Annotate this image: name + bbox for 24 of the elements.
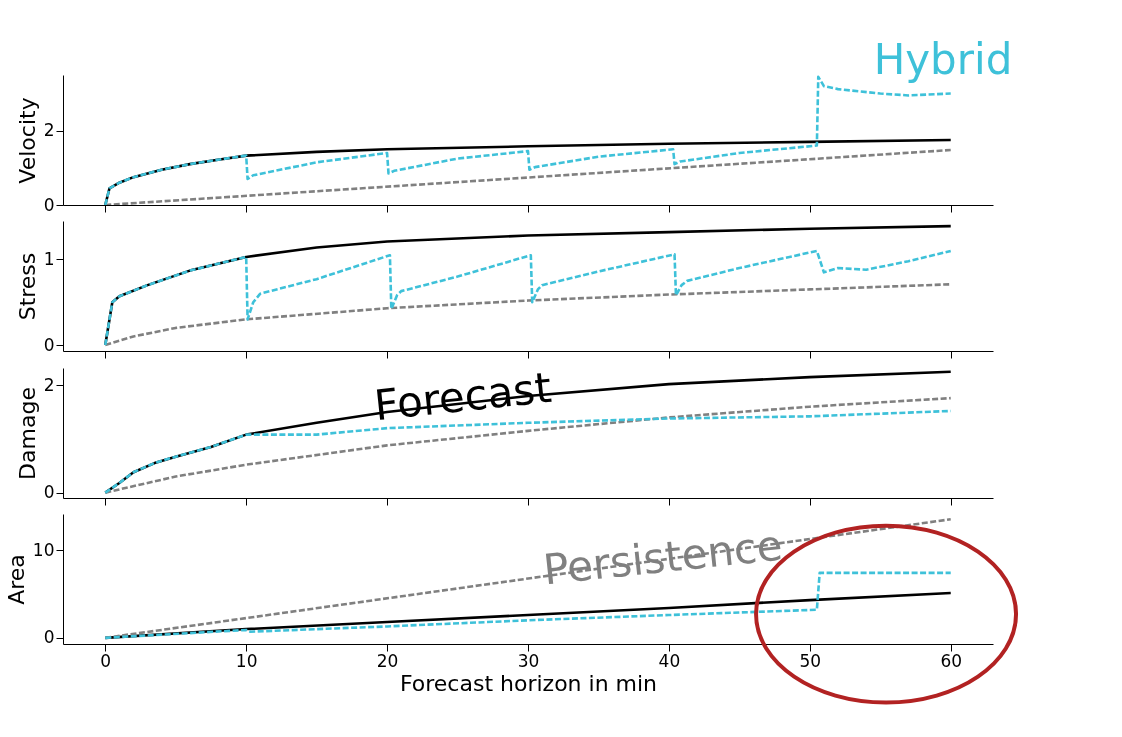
y-axis-title: Stress	[14, 252, 40, 321]
x-axis-title: Forecast horizon in min	[399, 670, 658, 696]
x-tick-label: 40	[658, 650, 681, 671]
y-tick-label: 0	[43, 482, 55, 503]
text: Forecast	[371, 362, 554, 431]
x-tick-label: 0	[100, 650, 112, 671]
x-tick-label: 20	[376, 650, 399, 671]
y-tick-label: 1	[43, 248, 55, 269]
line-series	[103, 249, 953, 347]
y-tick-label: 0	[43, 334, 55, 355]
text: Persistence	[540, 520, 785, 595]
y-tick-label: 10	[32, 539, 55, 560]
y-tick-label: 0	[43, 627, 55, 648]
x-tick-label: 30	[517, 650, 540, 671]
y-tick-label: 2	[43, 120, 55, 141]
y-tick-label: 0	[43, 194, 55, 215]
x-tick-label: 50	[799, 650, 822, 671]
y-tick-label: 2	[43, 374, 55, 395]
x-tick-label: 60	[940, 650, 963, 671]
x-tick-label: 10	[235, 650, 258, 671]
series-label: Hybrid	[873, 35, 1013, 84]
y-axis-title: Damage	[14, 387, 40, 480]
y-axis-title: Velocity	[14, 97, 40, 184]
y-axis-title: Area	[3, 554, 29, 605]
